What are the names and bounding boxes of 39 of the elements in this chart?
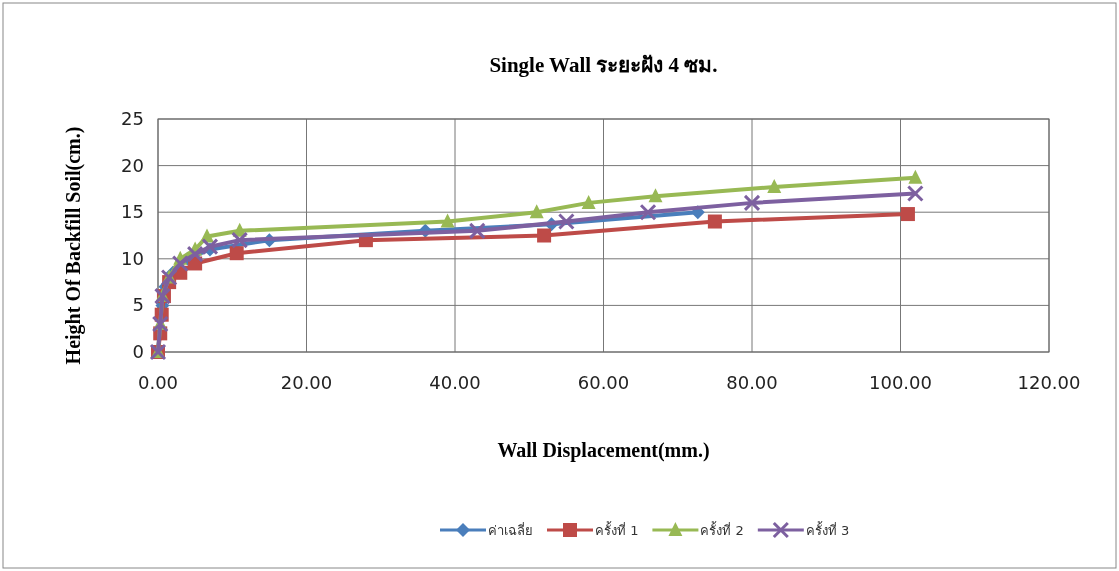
point <box>440 213 455 228</box>
point <box>639 203 657 221</box>
legend-label: ครั้งที่ 2 <box>700 521 744 538</box>
point <box>743 194 761 212</box>
x-tick-label: 120.00 <box>1017 372 1081 393</box>
legend-label: ครั้งที่ 3 <box>805 521 850 538</box>
point <box>648 188 663 203</box>
y-tick-label: 20 <box>121 154 144 176</box>
legend-label: ค่าเฉลี่ย <box>488 522 533 538</box>
y-axis-title: Height Of Backfill Soil(cm.) <box>62 126 85 365</box>
x-tick-label: 60.00 <box>577 372 630 393</box>
x-tick-label: 0.00 <box>137 372 179 393</box>
point <box>581 194 596 209</box>
point <box>908 169 923 184</box>
point <box>171 254 189 272</box>
point <box>186 245 204 263</box>
x-tick-label: 100.00 <box>869 372 932 393</box>
point <box>767 179 782 194</box>
y-tick-label: 5 <box>132 294 144 316</box>
point <box>707 214 722 229</box>
x-axis-title: Wall Displacement(mm.) <box>497 439 710 462</box>
point <box>468 222 486 240</box>
point <box>201 238 219 256</box>
point <box>529 204 544 219</box>
y-tick-label: 25 <box>121 108 144 129</box>
x-tick-label: 40.00 <box>429 372 481 393</box>
chart-title: Single Wall ระยะฝัง 4 ซม. <box>489 53 718 77</box>
point <box>231 231 249 249</box>
point <box>537 228 552 243</box>
point <box>900 207 915 222</box>
point <box>557 213 575 231</box>
legend-label: ครั้งที่ 1 <box>595 521 639 538</box>
point <box>906 185 924 203</box>
point <box>229 246 244 261</box>
y-tick-label: 15 <box>121 201 144 223</box>
y-tick-label: 10 <box>121 247 144 269</box>
y-tick-label: 0 <box>132 341 144 362</box>
x-tick-label: 20.00 <box>280 372 333 393</box>
x-tick-label: 80.00 <box>726 372 778 393</box>
